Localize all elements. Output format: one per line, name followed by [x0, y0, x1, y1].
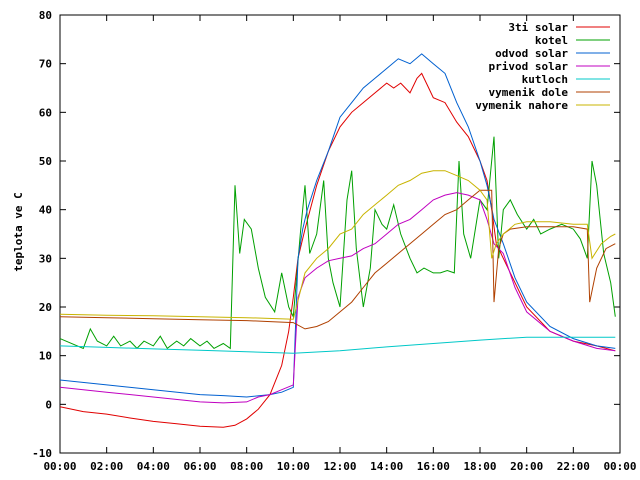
- y-tick-label: 30: [39, 252, 52, 265]
- series-line-privod-solar: [59, 192, 616, 404]
- series-line-vymenik-nahore: [59, 170, 616, 320]
- x-tick-label: 12:00: [323, 460, 356, 473]
- series-line-3ti-solar: [59, 72, 616, 428]
- legend-label: 3ti solar: [508, 21, 568, 34]
- y-tick-label: 40: [39, 204, 52, 217]
- x-tick-label: 00:00: [603, 460, 636, 473]
- series-lines: [59, 53, 616, 428]
- series-line-vymenik-dole: [59, 189, 616, 330]
- legend-label: privod solar: [489, 60, 569, 73]
- y-axis-label: teplota ve C: [12, 192, 25, 271]
- series-line-kutloch: [59, 336, 616, 354]
- x-tick-label: 06:00: [183, 460, 216, 473]
- y-tick-label: 10: [39, 350, 52, 363]
- legend-label: vymenik dole: [489, 86, 569, 99]
- legend-label: kutloch: [522, 73, 568, 86]
- x-tick-label: 08:00: [230, 460, 263, 473]
- y-tick-label: 70: [39, 58, 52, 71]
- y-tick-label: 0: [45, 398, 52, 411]
- legend-label: kotel: [535, 34, 568, 47]
- legend-label: vymenik nahore: [475, 99, 568, 112]
- x-tick-label: 00:00: [43, 460, 76, 473]
- x-tick-label: 16:00: [417, 460, 450, 473]
- x-tick-label: 14:00: [370, 460, 403, 473]
- y-tick-label: 20: [39, 301, 52, 314]
- legend-label: odvod solar: [495, 47, 568, 60]
- y-axis: -10 0 10 20 30 40 50 60 70 80: [32, 9, 620, 460]
- x-tick-label: 10:00: [277, 460, 310, 473]
- x-tick-label: 20:00: [510, 460, 543, 473]
- x-tick-label: 18:00: [463, 460, 496, 473]
- y-tick-label: -10: [32, 447, 52, 460]
- y-tick-label: 50: [39, 155, 52, 168]
- y-tick-label: 60: [39, 106, 52, 119]
- x-tick-label: 04:00: [137, 460, 170, 473]
- y-tick-label: 80: [39, 9, 52, 22]
- series-line-kotel: [59, 136, 616, 350]
- x-tick-label: 02:00: [90, 460, 123, 473]
- x-axis: 00:00 02:00 04:00 06:00 08:00 10:00 12:00 14:00…: [43, 15, 637, 473]
- x-tick-label: 22:00: [557, 460, 590, 473]
